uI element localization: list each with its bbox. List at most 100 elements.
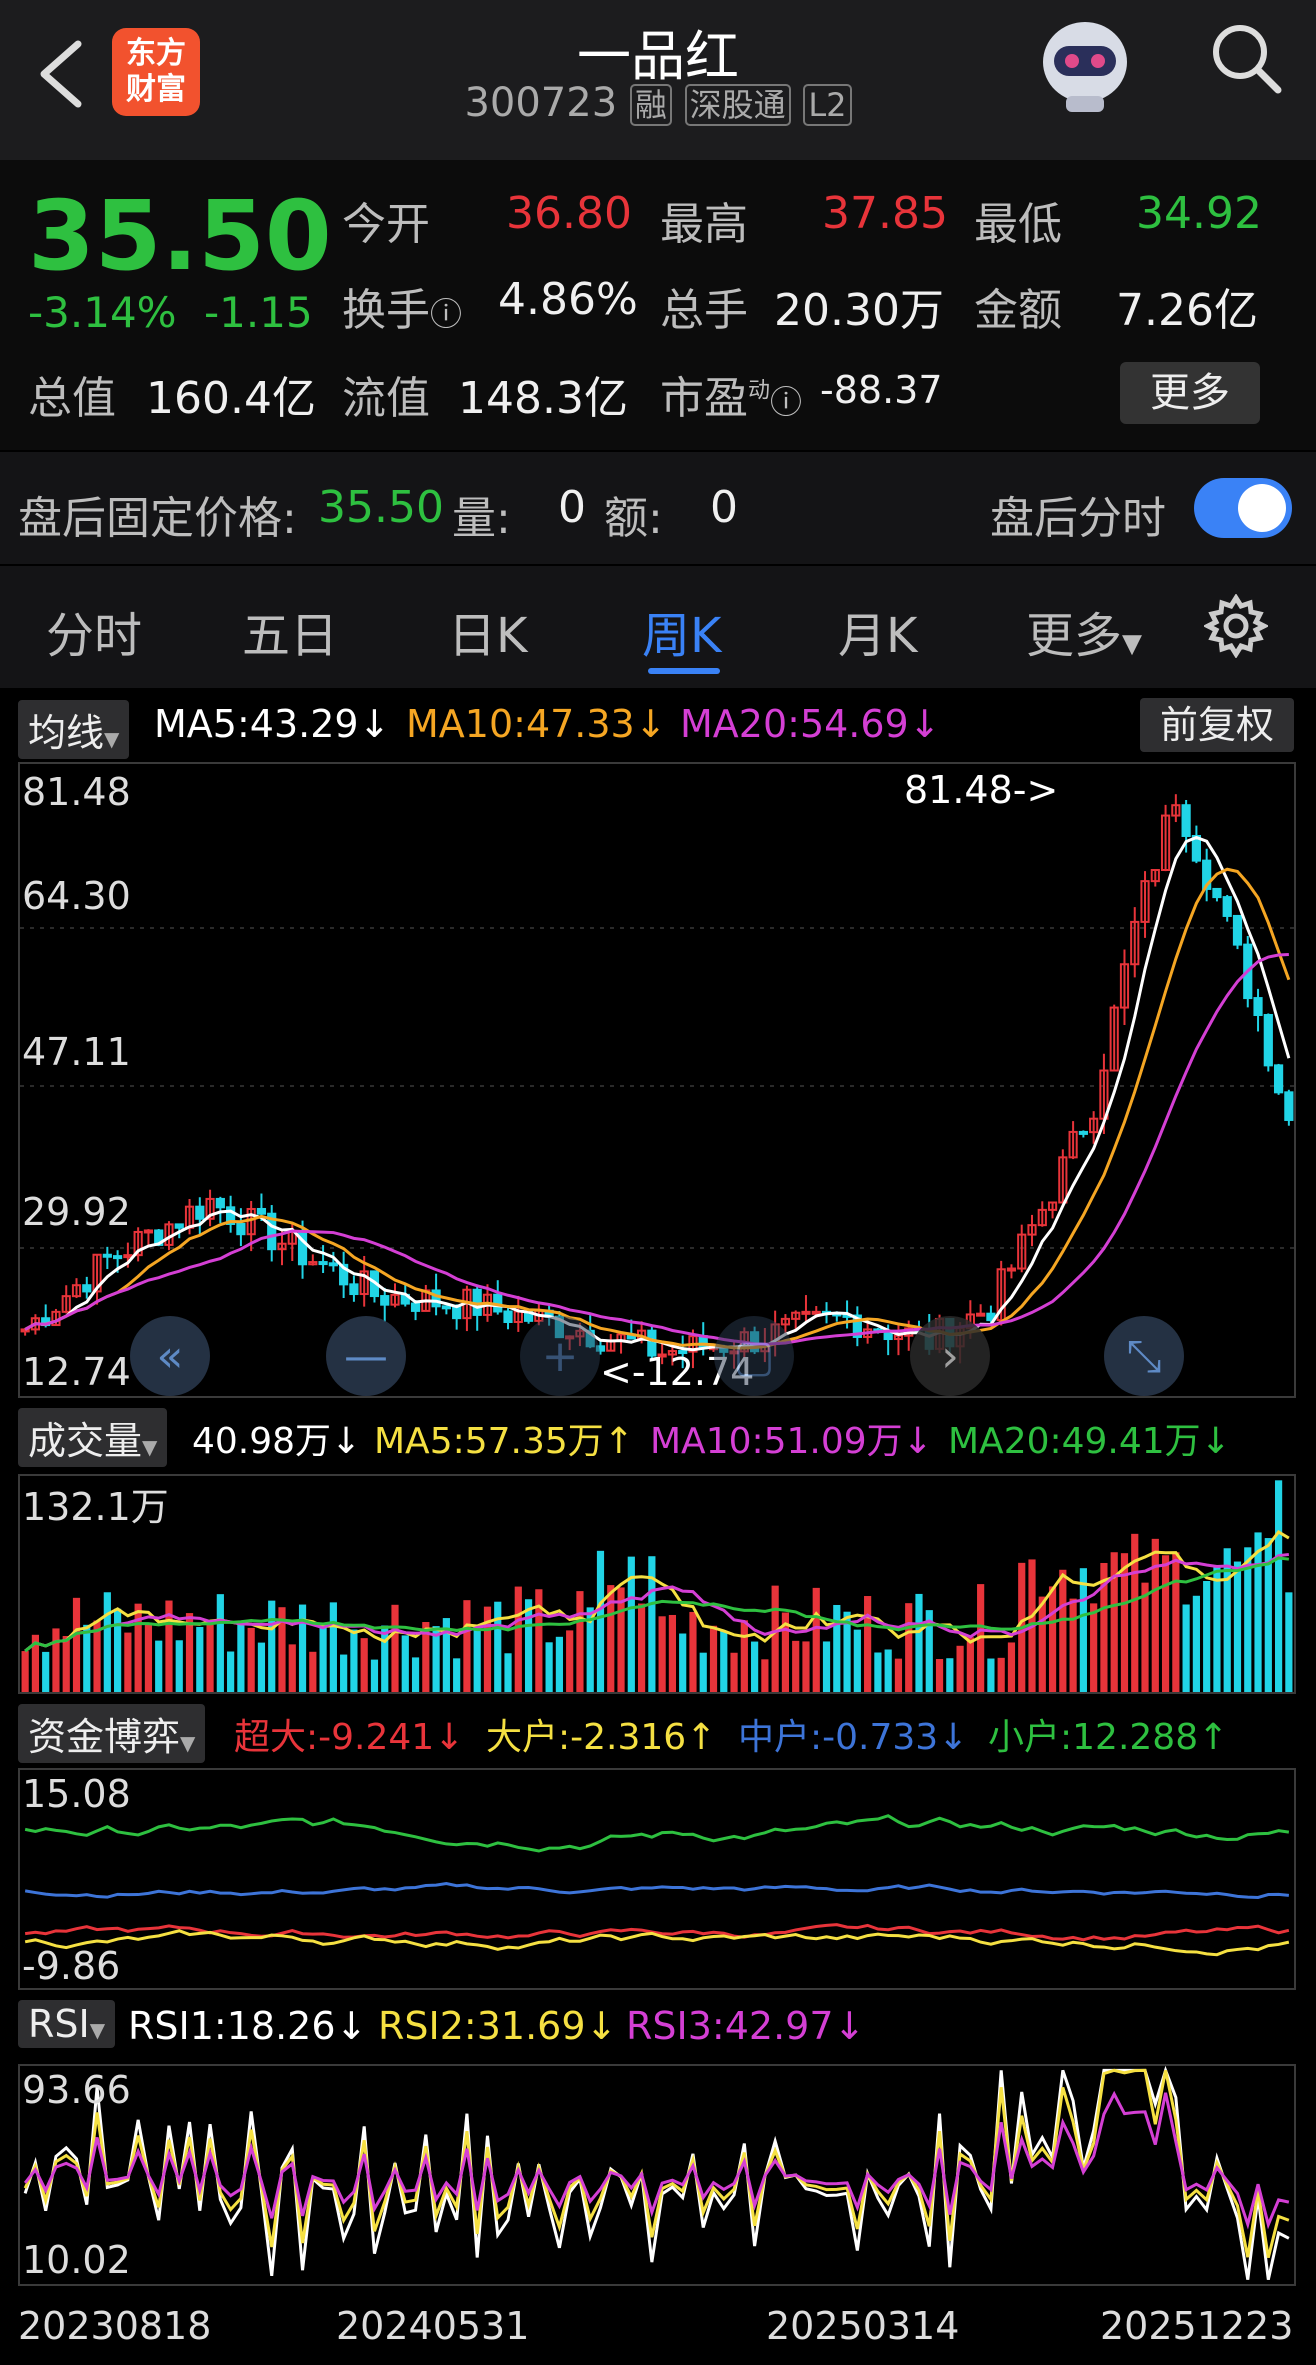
candle-body xyxy=(801,1310,811,1315)
settings-gear-icon[interactable] xyxy=(1202,593,1270,659)
volume-bar xyxy=(905,1603,913,1692)
volume-bar xyxy=(370,1659,379,1692)
candle-body xyxy=(1037,1208,1047,1227)
volume-bar xyxy=(165,1600,173,1692)
volume-bar xyxy=(1100,1562,1108,1692)
rsi-chart[interactable] xyxy=(18,2064,1296,2286)
candle-body xyxy=(143,1229,154,1234)
candle-body xyxy=(339,1263,349,1286)
tab-weekly-k[interactable]: 周K xyxy=(642,608,722,664)
amount-label: 金额 xyxy=(974,285,1062,336)
volume-bar xyxy=(103,1592,111,1692)
volume-y-label: 132.1万 xyxy=(22,1485,169,1529)
candle-body xyxy=(359,1270,369,1296)
volume-bar xyxy=(514,1586,522,1692)
zoom-out-icon[interactable]: — xyxy=(326,1316,406,1396)
volume-bar xyxy=(504,1653,512,1692)
rsi2-value: RSI2:31.69↓ xyxy=(378,2004,618,2048)
fund-flow-selector[interactable]: 资金博弈▼ xyxy=(18,1704,206,1763)
volume-bar xyxy=(1110,1552,1118,1692)
volume-value: 20.30万 xyxy=(774,285,944,336)
volume-bar xyxy=(1151,1538,1159,1692)
volume-selector[interactable]: 成交量▼ xyxy=(18,1408,168,1467)
volume-bar xyxy=(1192,1595,1200,1692)
volume-chart[interactable] xyxy=(18,1474,1296,1694)
adjust-button[interactable]: 前复权 xyxy=(1140,698,1294,752)
after-hours-toggle[interactable] xyxy=(1194,478,1292,538)
ma20-line xyxy=(24,952,1289,1346)
volume-ma5-line xyxy=(24,1529,1290,1653)
candle-body xyxy=(390,1293,400,1306)
crosshair-icon[interactable]: ▢ xyxy=(714,1316,794,1396)
candle-body xyxy=(215,1197,225,1209)
candle-body xyxy=(1284,1091,1294,1121)
volume-bar xyxy=(155,1640,163,1692)
kline-y-label-min: 12.74 xyxy=(22,1350,131,1394)
volume-bar xyxy=(956,1645,964,1692)
rsi-selector[interactable]: RSI▼ xyxy=(18,2000,116,2048)
volume-bar xyxy=(576,1591,584,1692)
kline-chart[interactable] xyxy=(18,762,1296,1398)
rsi1-value: RSI1:18.26↓ xyxy=(128,2004,368,2048)
tab-daily-k[interactable]: 日K xyxy=(448,608,528,664)
volume-bar xyxy=(124,1632,132,1692)
volume-bar xyxy=(1141,1582,1149,1692)
candle-body xyxy=(61,1295,71,1313)
volume-bar xyxy=(607,1585,615,1692)
candle-body xyxy=(1089,1117,1099,1134)
mktcap-value: 160.4亿 xyxy=(146,373,316,424)
x-axis-label: 20251223 xyxy=(1100,2304,1294,2348)
app-logo[interactable]: 东方 财富 xyxy=(112,28,200,116)
candle-body xyxy=(1273,1064,1284,1094)
last-price: 35.50 xyxy=(28,180,332,292)
low-value: 34.92 xyxy=(1136,188,1262,239)
volume-bar xyxy=(411,1657,420,1692)
candle-body xyxy=(647,1329,657,1357)
candle-body xyxy=(102,1253,112,1258)
badge-connect: 深股通 xyxy=(684,84,791,126)
fullscreen-icon[interactable]: ⤡ xyxy=(1104,1316,1184,1396)
ma5-value: MA5:43.29↓ xyxy=(154,702,391,746)
search-icon[interactable] xyxy=(1208,20,1284,96)
candle-body xyxy=(318,1261,328,1266)
fund-line xyxy=(24,1814,1290,1853)
info-icon[interactable]: ⓘ xyxy=(770,383,803,421)
float-label: 流值 xyxy=(342,373,430,424)
scroll-left-double-icon[interactable]: « xyxy=(130,1316,210,1396)
volume-bar xyxy=(453,1658,461,1692)
fund-flow-chart[interactable] xyxy=(18,1768,1296,1990)
scroll-right-icon[interactable]: › xyxy=(910,1316,990,1396)
volume-bar xyxy=(853,1629,861,1692)
dropdown-caret-icon: ▼ xyxy=(104,727,120,751)
ma-selector[interactable]: 均线▼ xyxy=(18,700,130,759)
candle-body xyxy=(328,1262,338,1267)
after-chart-label: 盘后分时 xyxy=(990,493,1166,544)
candle-body xyxy=(811,1310,821,1315)
tab-more[interactable]: 更多▼ xyxy=(1026,608,1143,664)
candle-body xyxy=(1253,997,1263,1017)
back-icon[interactable] xyxy=(30,38,90,110)
volume-bar xyxy=(1059,1569,1067,1692)
robot-assistant-icon[interactable] xyxy=(1036,16,1134,116)
candle-body xyxy=(1130,920,1140,966)
tab-monthly-k[interactable]: 月K xyxy=(838,608,918,664)
fund-super: 超大:-9.241↓ xyxy=(234,1717,465,1758)
info-icon[interactable]: ⓘ xyxy=(430,295,463,333)
volume-bar xyxy=(1233,1561,1242,1692)
volume-bar xyxy=(987,1658,995,1692)
candle-body xyxy=(71,1284,82,1298)
candle-body xyxy=(1119,963,1130,1009)
more-button[interactable]: 更多 xyxy=(1120,362,1260,424)
stock-name: 一品红 xyxy=(577,25,739,88)
badge-l2: L2 xyxy=(803,84,852,126)
x-axis-label: 20230818 xyxy=(18,2304,212,2348)
fund-line xyxy=(24,1882,1290,1899)
tab-intraday[interactable]: 分时 xyxy=(46,608,143,664)
candle-body xyxy=(1140,880,1150,923)
volume-bar xyxy=(699,1652,707,1692)
candle-body xyxy=(267,1212,277,1251)
volume-svg xyxy=(21,1480,1293,1692)
tab-five-day[interactable]: 五日 xyxy=(242,608,339,664)
volume-bar xyxy=(1285,1592,1293,1692)
zoom-in-icon[interactable]: + xyxy=(520,1316,600,1396)
